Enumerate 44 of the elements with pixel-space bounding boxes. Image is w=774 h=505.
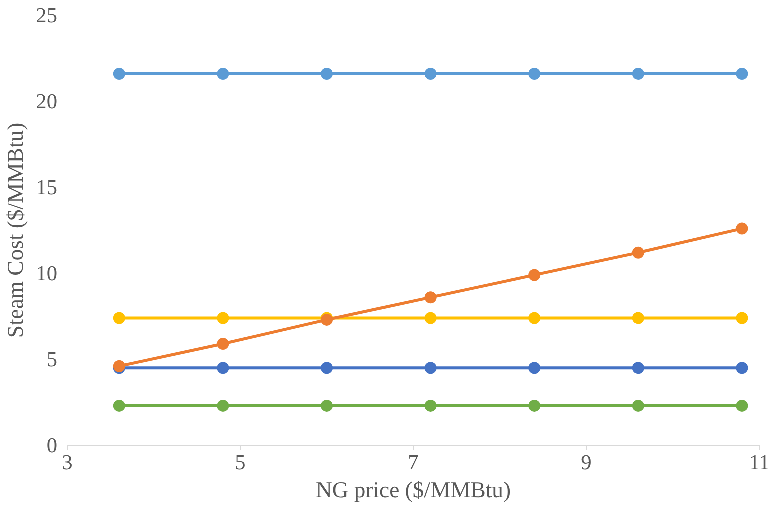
- point: [424, 312, 437, 324]
- x-tick-label: 5: [235, 450, 246, 474]
- point: [424, 292, 437, 304]
- point: [113, 312, 126, 324]
- point: [736, 400, 748, 412]
- point: [736, 68, 748, 80]
- point: [632, 400, 644, 412]
- point: [217, 68, 230, 80]
- y-tick-label: 10: [36, 262, 58, 286]
- point: [217, 362, 230, 374]
- point: [113, 400, 126, 412]
- y-tick-label: 25: [36, 4, 58, 28]
- y-tick-label: 15: [36, 176, 58, 200]
- point: [424, 68, 437, 80]
- point: [528, 269, 541, 282]
- x-tick-label: 11: [749, 450, 770, 474]
- point: [321, 362, 333, 374]
- point: [632, 246, 644, 259]
- x-tick-label: 7: [408, 450, 420, 474]
- point: [321, 68, 333, 80]
- x-axis-title: NG price ($/MMBtu): [316, 478, 512, 502]
- y-tick-label: 20: [36, 90, 58, 114]
- point: [217, 400, 230, 412]
- point: [736, 222, 748, 235]
- point: [736, 312, 748, 324]
- point: [632, 312, 644, 324]
- point: [632, 68, 644, 80]
- point: [321, 400, 333, 412]
- point: [528, 312, 541, 324]
- y-tick-label: 5: [46, 348, 58, 372]
- y-tick-label: 0: [46, 434, 58, 458]
- point: [632, 362, 644, 374]
- point: [528, 68, 541, 80]
- point: [217, 312, 230, 324]
- point: [113, 68, 126, 80]
- point: [736, 362, 748, 374]
- y-axis-title: Steam Cost ($/MMBtu): [3, 122, 28, 338]
- point: [528, 362, 541, 374]
- point: [424, 400, 437, 412]
- point: [217, 338, 230, 350]
- point: [528, 400, 541, 412]
- x-tick-label: 3: [62, 450, 73, 474]
- x-tick-label: 9: [581, 450, 592, 474]
- point: [424, 362, 437, 374]
